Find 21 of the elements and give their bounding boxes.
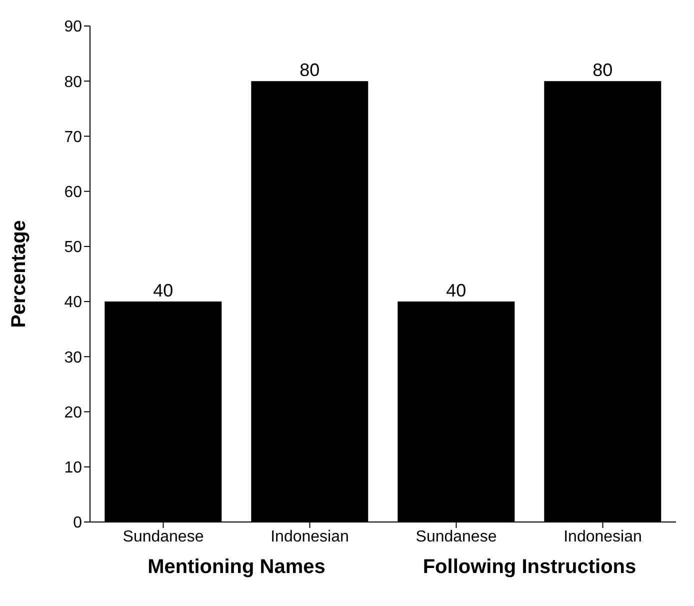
y-tick-label: 20 xyxy=(64,404,82,422)
data-label: 80 xyxy=(592,60,613,80)
y-tick-label: 40 xyxy=(64,294,82,312)
y-tick-label: 10 xyxy=(64,460,82,477)
y-axis-title: Percentage xyxy=(8,220,30,328)
text: Following Instructions xyxy=(422,556,638,579)
y-tick-label: 50 xyxy=(64,239,82,256)
y-tick-label: 80 xyxy=(64,74,82,91)
x-tick-label: Sundanese xyxy=(416,528,497,546)
x-tick-label: Indonesian xyxy=(270,528,349,546)
y-tick-label: 60 xyxy=(64,184,82,202)
data-label: 40 xyxy=(153,280,174,301)
y-tick-label: 30 xyxy=(64,349,82,366)
data-label: 80 xyxy=(300,60,320,80)
x-tick-label: Sundanese xyxy=(122,528,204,546)
y-tick-label: 70 xyxy=(64,128,82,146)
x-tick-label: Indonesian xyxy=(564,528,642,546)
y-tick-label: 90 xyxy=(64,18,82,36)
text: Mentioning Names xyxy=(146,556,326,579)
y-tick-label: 0 xyxy=(73,514,82,532)
data-label: 40 xyxy=(446,280,466,301)
